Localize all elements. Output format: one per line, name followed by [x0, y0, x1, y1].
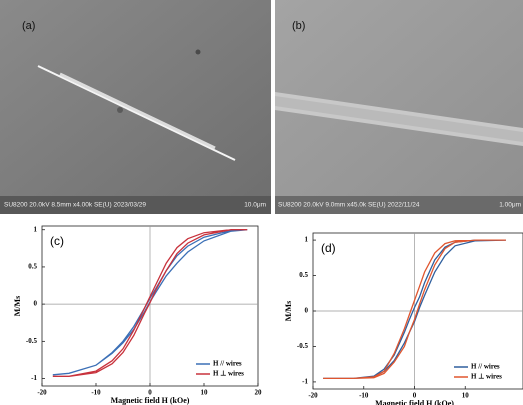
y-tick-label: 0: [34, 300, 38, 308]
x-tick-label: -10: [359, 392, 369, 400]
curve: [52, 229, 248, 377]
panel-label: (d): [321, 241, 336, 255]
sem-info: SU8200 20.0kV 8.5mm x4.00k SE(U) 2023/03…: [4, 202, 146, 209]
legend-label: H // wires: [471, 363, 500, 371]
x-tick-label: -20: [308, 392, 318, 400]
curve: [323, 239, 506, 380]
x-tick-label: 20: [255, 389, 263, 397]
x-tick-label: -20: [37, 389, 47, 397]
sem-info: SU8200 20.0kV 9.0mm x45.0k SE(U) 2022/11…: [278, 202, 420, 209]
curve: [323, 239, 506, 380]
y-tick-label: 1: [34, 225, 38, 233]
y-tick-label: -0.5: [26, 337, 38, 345]
panel-label: (c): [50, 234, 64, 248]
y-tick-label: -1: [31, 374, 37, 382]
x-tick-label: -10: [91, 389, 101, 397]
x-tick-label: 0: [413, 392, 417, 400]
y-tick-label: -0.5: [297, 342, 309, 350]
y-tick-label: 1: [305, 236, 309, 244]
y-axis-label: M/Ms: [284, 301, 293, 321]
legend-label: H ⊥ wires: [213, 370, 244, 378]
y-tick-label: 0: [305, 307, 309, 315]
x-tick-label: 0: [148, 389, 152, 397]
x-tick-label: 10: [462, 392, 470, 400]
y-tick-label: 0.5: [299, 271, 308, 279]
scale-label: 1.00μm: [499, 202, 521, 209]
legend-label: H ⊥ wires: [471, 373, 502, 381]
panel-label: (a): [22, 20, 35, 32]
x-axis-label: Magnetic field H (kOe): [111, 396, 190, 405]
scale-label: 10.0μm: [244, 202, 266, 209]
y-axis-label: M/Ms: [13, 296, 22, 316]
y-tick-label: 0.5: [28, 263, 37, 271]
sem-image-a: (a) SU8200 20.0kV 8.5mm x4.00k SE(U) 202…: [0, 0, 271, 214]
x-tick-label: 10: [201, 389, 209, 397]
y-tick-label: -1: [302, 378, 308, 386]
legend-label: H // wires: [213, 360, 242, 368]
panel-label: (b): [292, 20, 305, 32]
x-axis-label: Magnetic field H (kOe): [375, 399, 454, 405]
sem-image-b: (b) SU8200 20.0kV 9.0mm x45.0k SE(U) 202…: [275, 0, 523, 214]
